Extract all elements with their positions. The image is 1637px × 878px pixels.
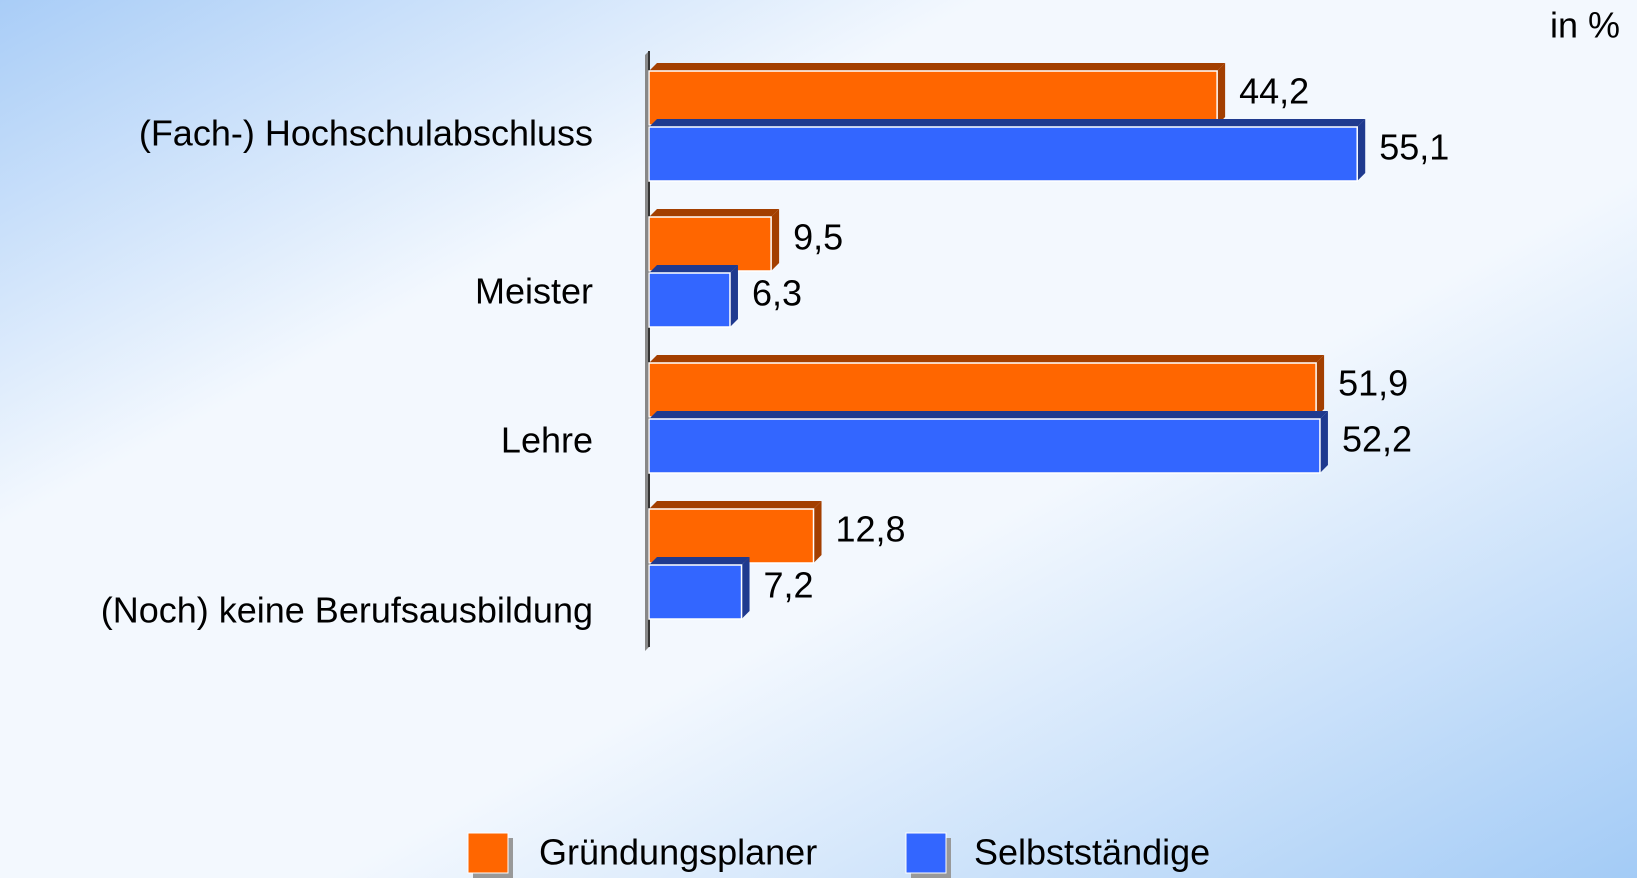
value-label: 51,9	[1338, 363, 1408, 404]
category-label: (Fach-) Hochschulabschluss	[139, 113, 593, 154]
bar-top	[649, 557, 750, 565]
bar	[648, 216, 772, 272]
value-label: 7,2	[764, 565, 814, 606]
bar	[648, 70, 1218, 126]
bar-top	[649, 209, 780, 217]
bar	[648, 272, 731, 328]
unit-label: in %	[1550, 5, 1620, 46]
bar-top	[649, 411, 1328, 419]
bar-top	[649, 355, 1325, 363]
bar-side	[813, 501, 822, 563]
category-label: Meister	[475, 271, 593, 312]
bar-side	[1316, 355, 1325, 417]
bar-side	[1319, 411, 1328, 473]
bar-side	[1217, 63, 1226, 125]
value-label: 12,8	[836, 509, 906, 550]
bar-top	[649, 265, 738, 273]
value-label: 6,3	[752, 273, 802, 314]
bar	[648, 362, 1317, 418]
bar-side	[771, 209, 780, 271]
bar	[648, 418, 1321, 474]
legend-label: Gründungsplaner	[539, 832, 817, 873]
bar-top	[649, 119, 1366, 127]
value-label: 9,5	[793, 217, 843, 258]
bar-top	[649, 501, 822, 509]
bar-side	[1357, 119, 1366, 181]
bar-top	[649, 63, 1226, 71]
bar	[648, 564, 743, 620]
bar	[648, 508, 815, 564]
value-label: 55,1	[1379, 127, 1449, 168]
legend-label: Selbstständige	[974, 832, 1210, 873]
bar-side	[729, 265, 738, 327]
category-label: Lehre	[501, 420, 593, 461]
category-label: (Noch) keine Berufsausbildung	[101, 590, 593, 631]
value-label: 44,2	[1239, 71, 1309, 112]
bar	[648, 126, 1358, 182]
legend-swatch	[905, 832, 947, 874]
value-label: 52,2	[1342, 419, 1412, 460]
legend-swatch	[467, 832, 509, 874]
bar-side	[741, 557, 750, 619]
